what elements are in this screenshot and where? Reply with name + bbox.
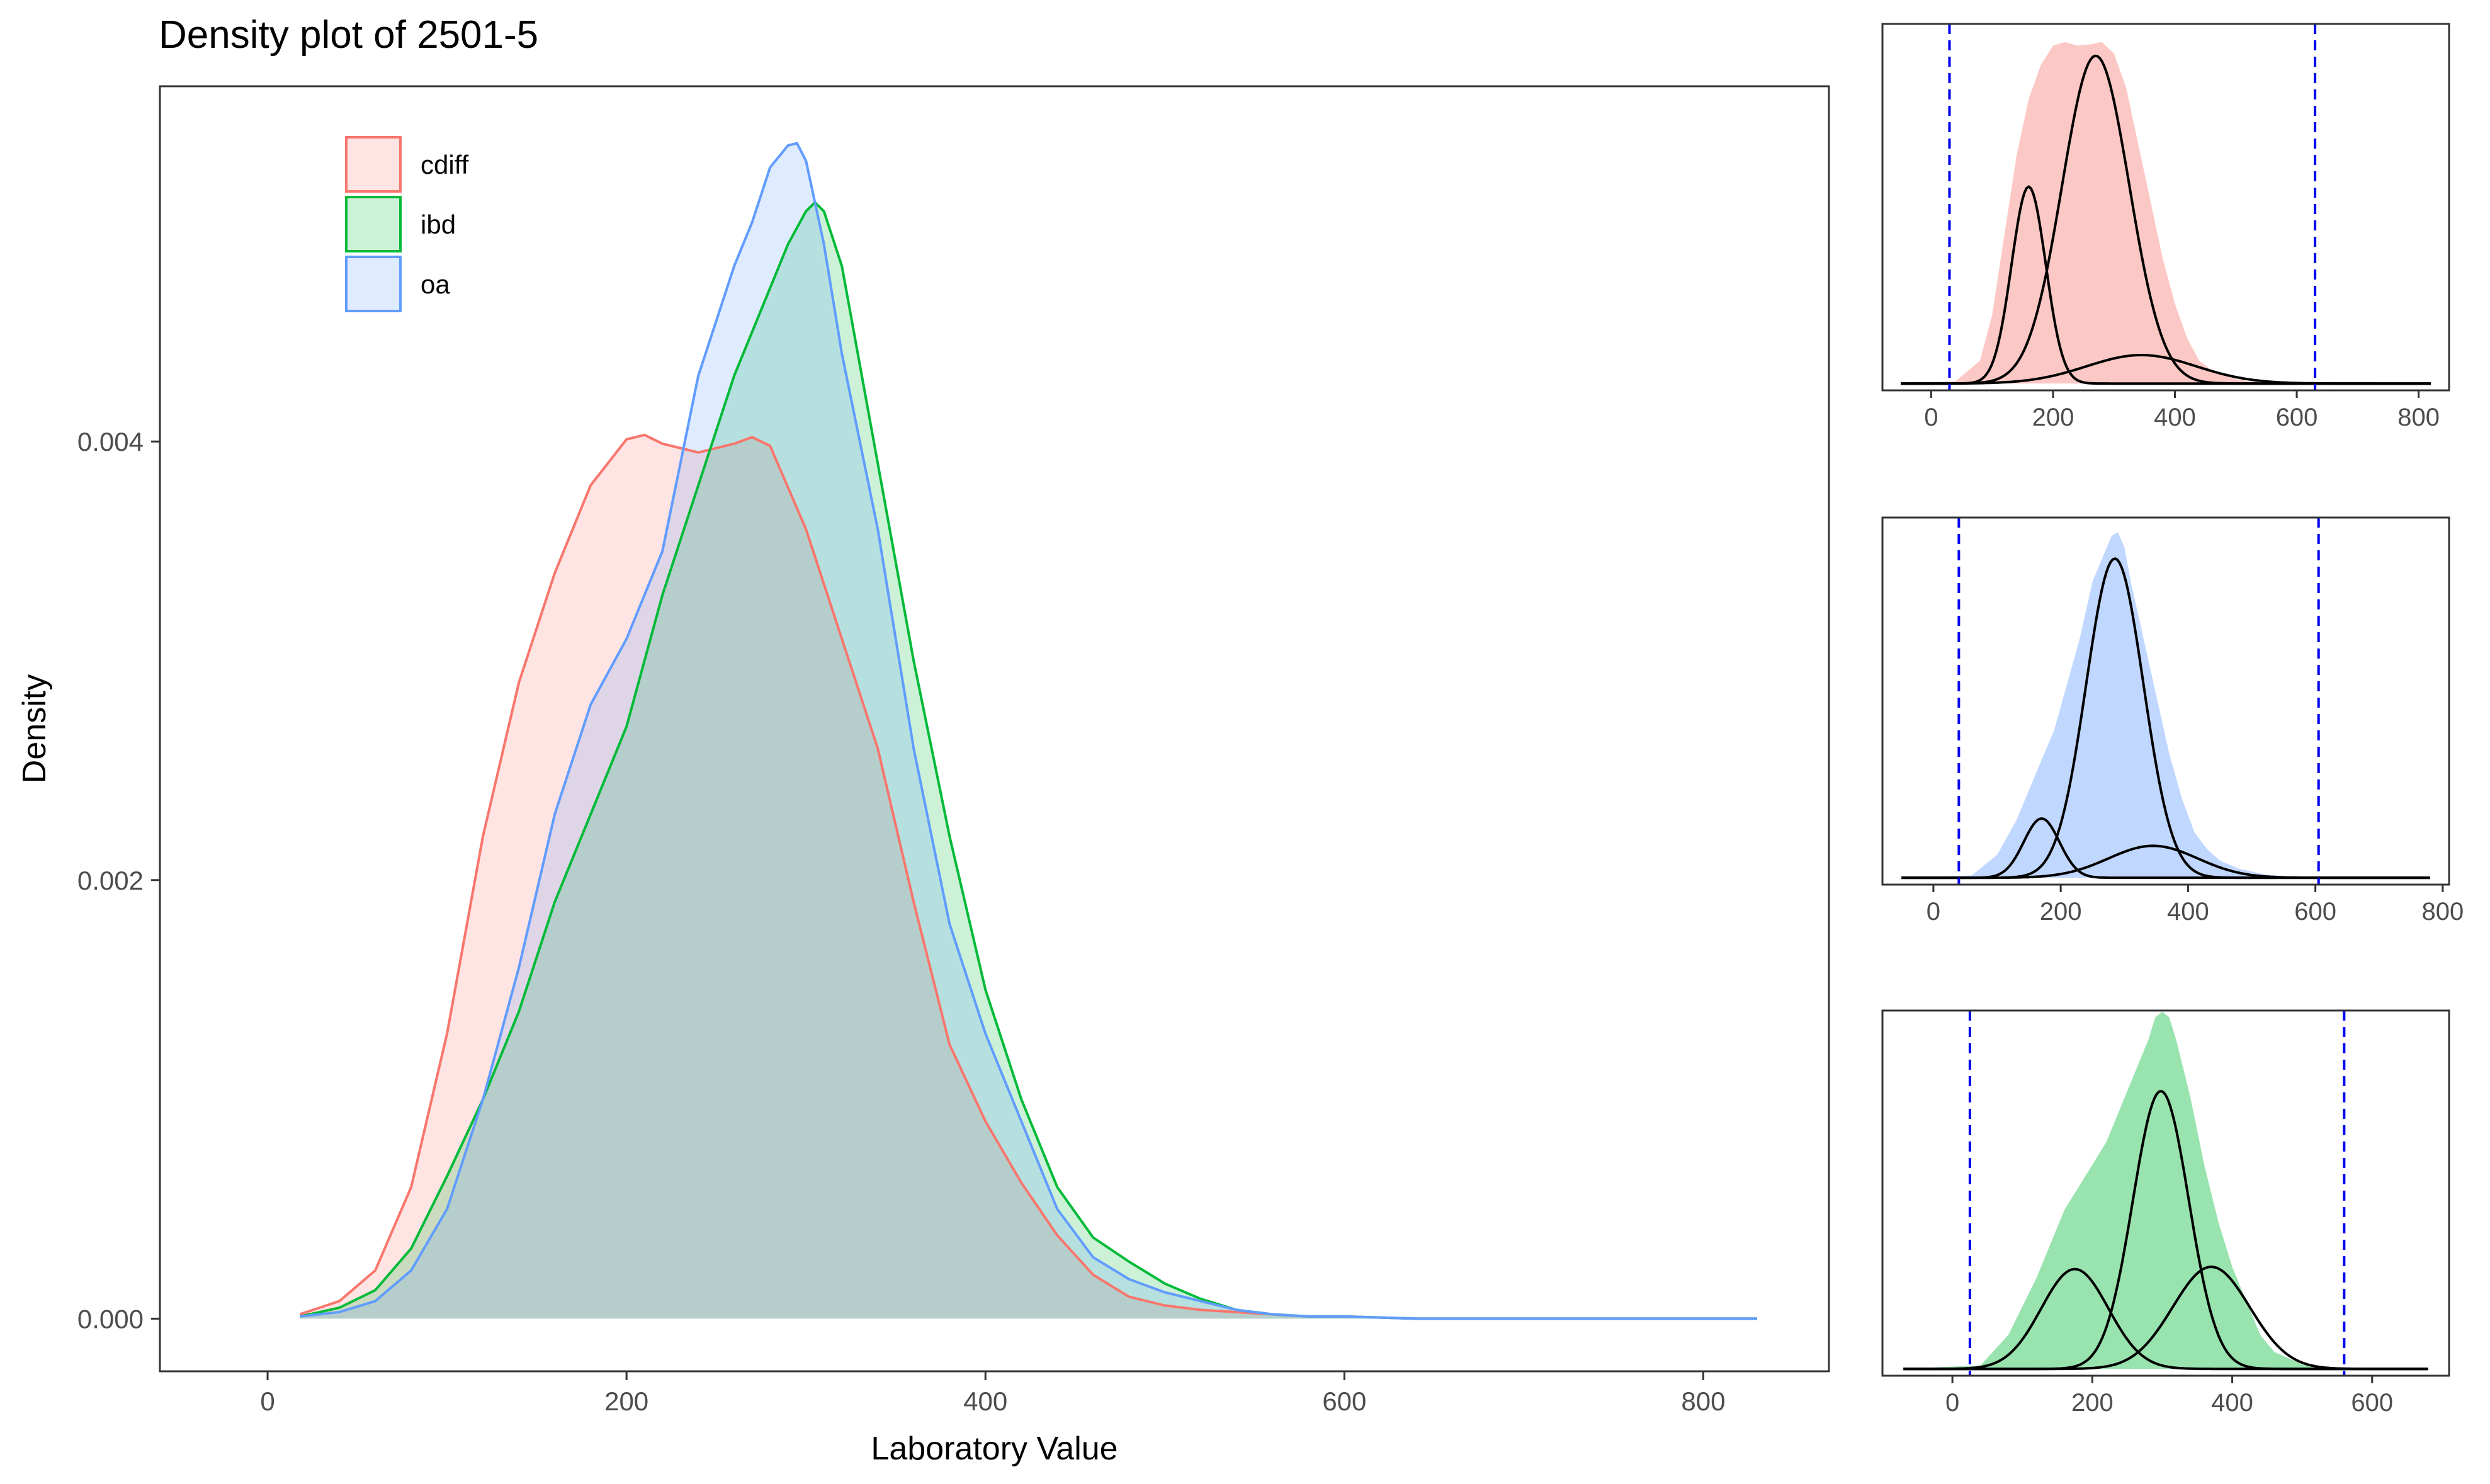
panel-x-tick-label: 600 [2294, 898, 2336, 926]
y-tick-label: 0.004 [77, 427, 144, 456]
panel-x-tick-label: 600 [2351, 1389, 2393, 1417]
chart-title: Density plot of 2501-5 [159, 13, 539, 57]
panel-border [1881, 23, 2450, 392]
density-area-cdiff [300, 434, 1757, 1319]
y-tick-label: 0.000 [77, 1304, 144, 1334]
density-line-cdiff [299, 433, 1757, 1320]
panel-x-tick-label: 400 [2154, 404, 2196, 431]
panel-x-tick-label: 200 [2040, 898, 2082, 926]
component-curve-3 [1901, 844, 2430, 880]
panel-x-tick-label: 400 [2211, 1389, 2253, 1417]
legend: cdiff ibd oa [345, 136, 469, 312]
panel-x-tick-label: 200 [2071, 1389, 2114, 1417]
panel-x-tick-label: 600 [2276, 404, 2318, 431]
panel-x-tick-label: 0 [1924, 404, 1938, 431]
panel-x-tick-label: 800 [2422, 898, 2464, 926]
component-curve-3 [1903, 1266, 2428, 1371]
panel-x-tick-label: 400 [2167, 898, 2209, 926]
panel-x-tick-label: 200 [2032, 404, 2074, 431]
legend-key-oa [345, 256, 402, 312]
legend-label-ibd: ibd [421, 210, 456, 239]
y-axis-label: Density [16, 674, 53, 783]
mixture-density-area [1895, 532, 2430, 878]
density-area-ibd [300, 202, 1757, 1319]
x-tick-label: 200 [604, 1386, 648, 1416]
panel-border [1881, 1009, 2450, 1377]
y-tick-label: 0.002 [77, 866, 144, 895]
x-tick-label: 600 [1322, 1386, 1366, 1416]
x-axis-label: Laboratory Value [871, 1430, 1118, 1467]
cdiff-components: 0 200 400 600 800 [1881, 23, 2450, 431]
density-area-oa [300, 143, 1757, 1319]
x-tick-label: 800 [1681, 1386, 1725, 1416]
panel-border [1881, 516, 2450, 886]
x-tick-label: 400 [963, 1386, 1007, 1416]
legend-key-ibd [345, 196, 402, 252]
panel-x-tick-label: 0 [1945, 1389, 1959, 1417]
x-tick-label: 0 [260, 1386, 274, 1416]
mixture-density-area [1896, 1011, 2428, 1369]
main-panel-border [159, 85, 1830, 1373]
oa-components: 0 200 400 600 800 [1881, 516, 2464, 926]
density-line-oa [300, 142, 1757, 1320]
legend-label-oa: oa [421, 269, 450, 299]
main-plot: 0 200 400 600 800 0.000 0.002 0.004 Laboratory V… [16, 85, 1830, 1467]
legend-key-cdiff [345, 136, 402, 193]
mixture-density-area [1894, 42, 2431, 384]
ibd-components: 0 200 400 600 [1881, 1009, 2450, 1417]
legend-label-cdiff: cdiff [421, 150, 469, 179]
panel-x-tick-label: 0 [1927, 898, 1940, 926]
panel-x-tick-label: 800 [2397, 404, 2440, 431]
component-curve-3 [1901, 354, 2431, 385]
